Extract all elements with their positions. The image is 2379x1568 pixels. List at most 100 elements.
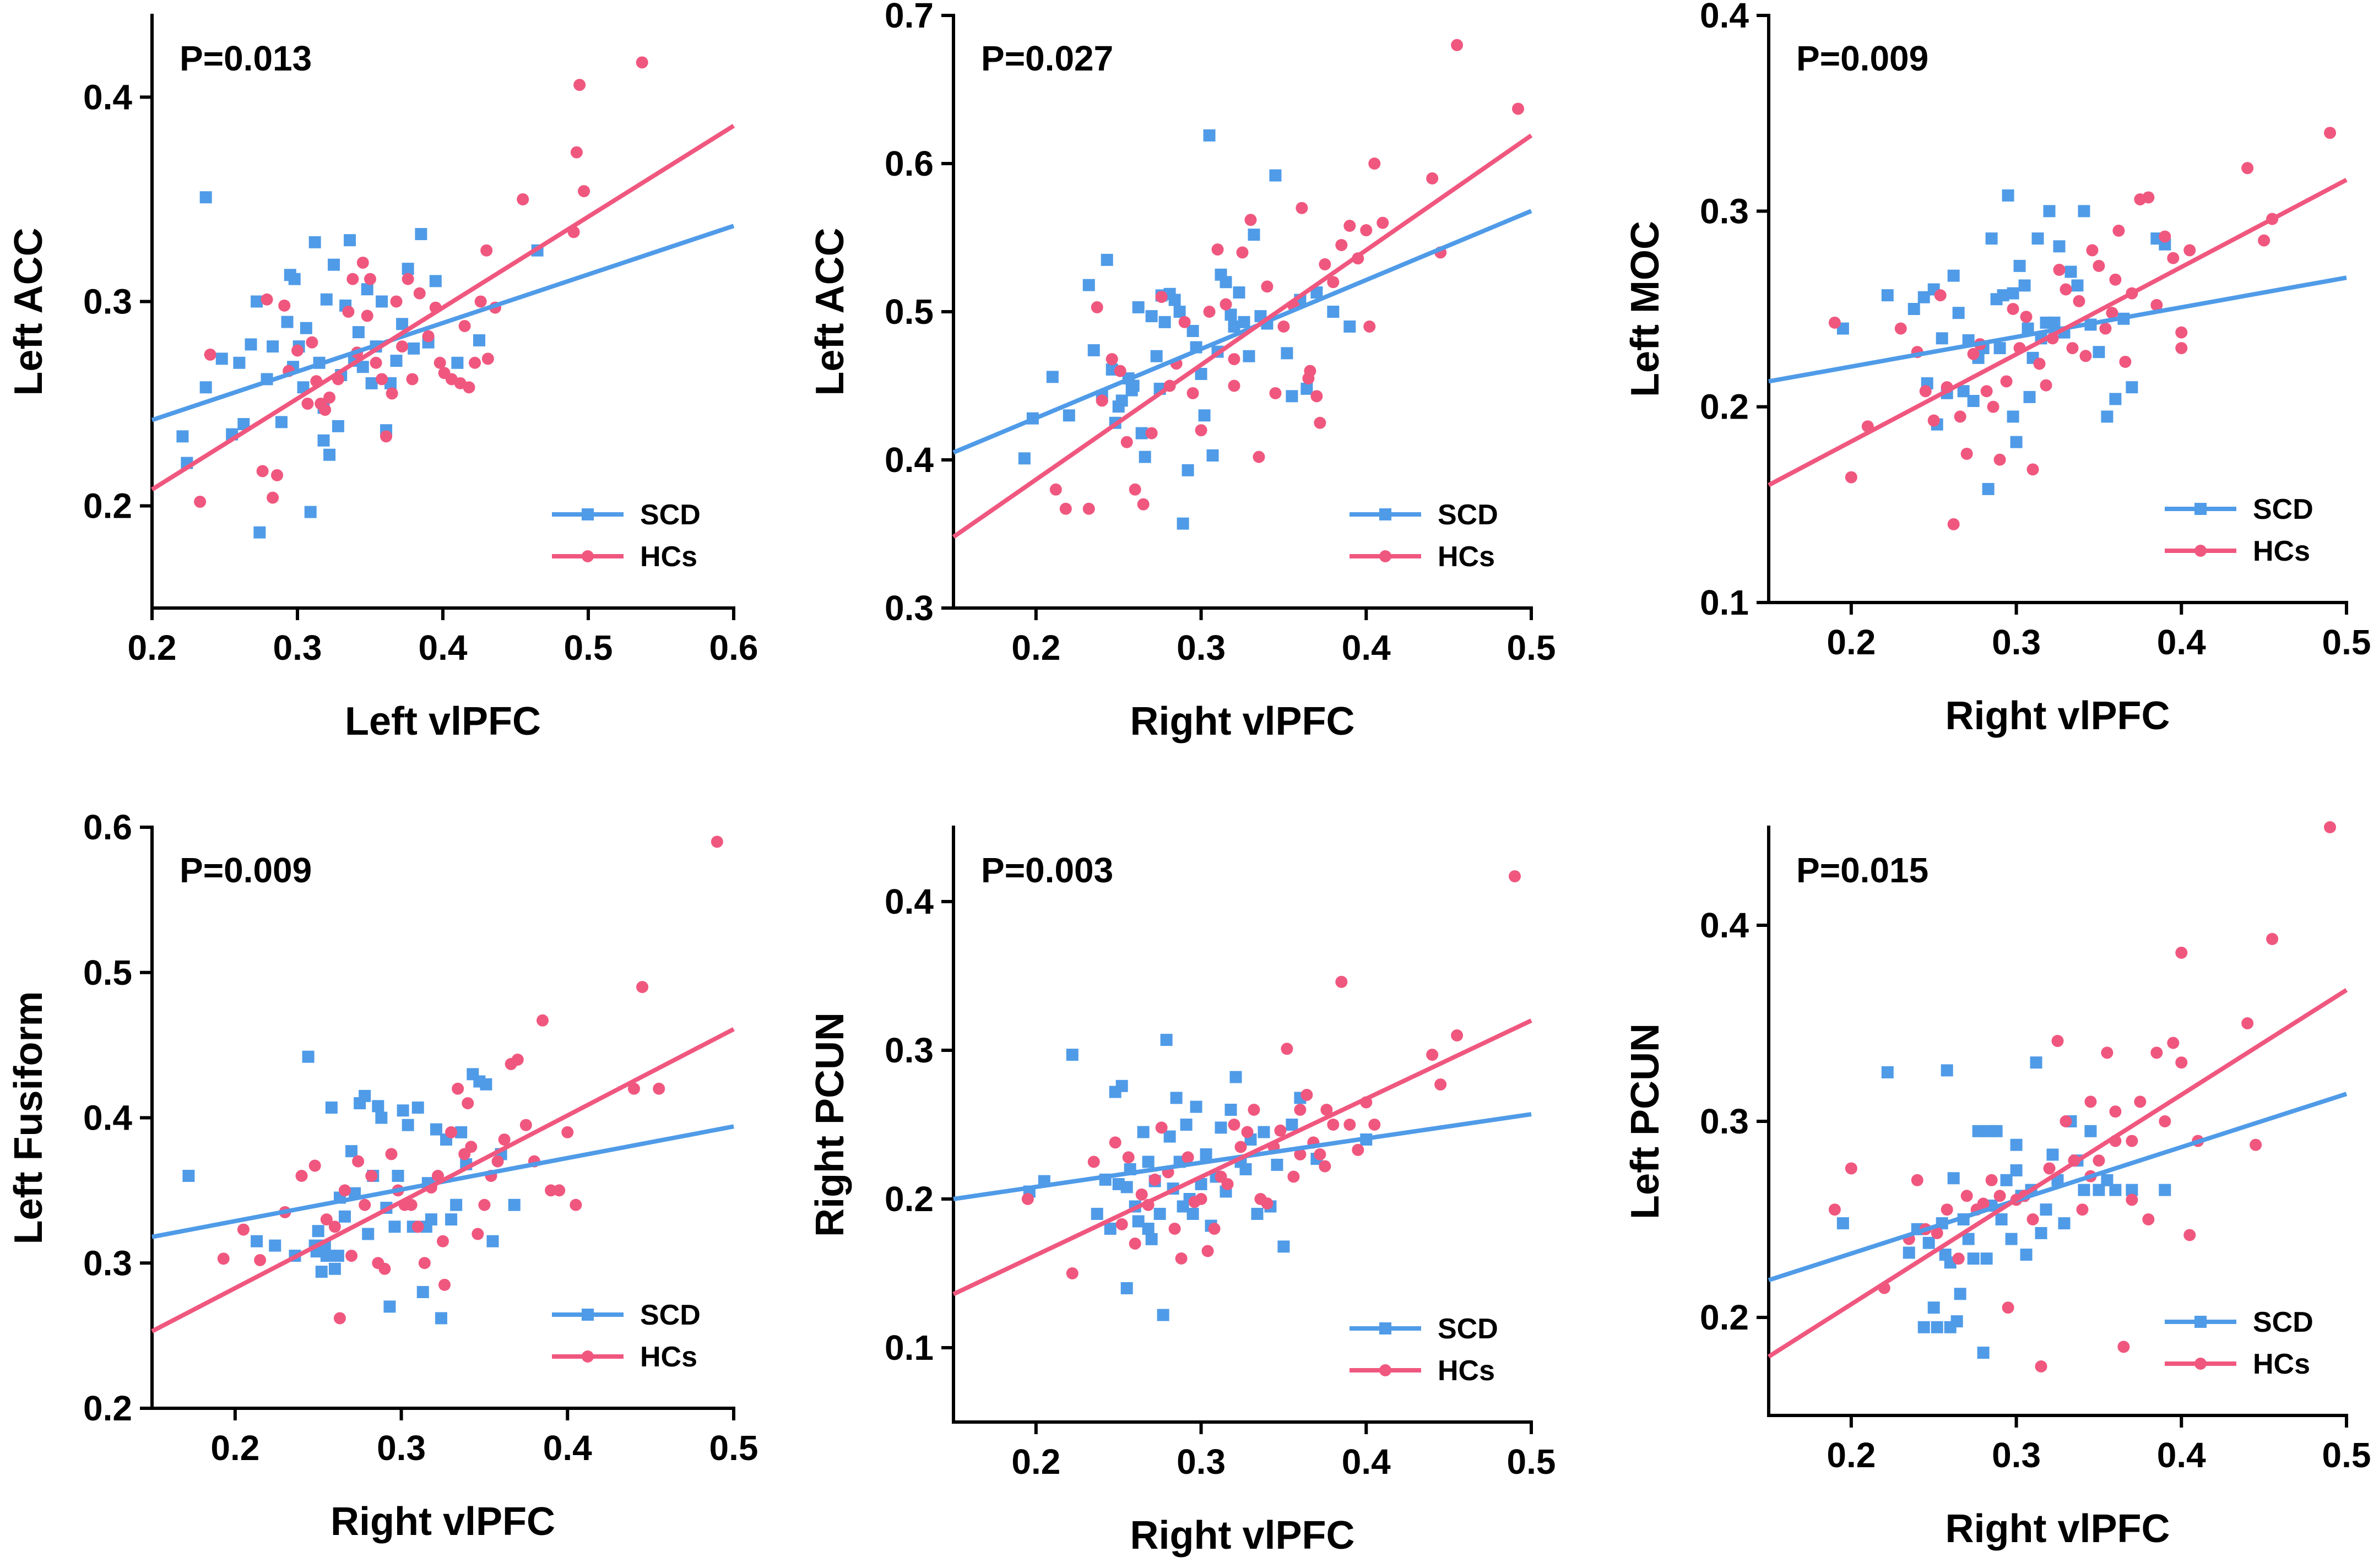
scd-point bbox=[1173, 306, 1186, 318]
scd-point bbox=[315, 1266, 328, 1278]
scd-point bbox=[215, 352, 228, 365]
scd-fit-line bbox=[1768, 1092, 2348, 1283]
scd-point bbox=[1127, 379, 1140, 392]
hcs-point bbox=[1352, 1143, 1364, 1156]
scd-point bbox=[1224, 1104, 1237, 1116]
scd-point bbox=[320, 293, 333, 306]
hcs-point bbox=[359, 1198, 371, 1211]
hcs-point bbox=[2112, 224, 2125, 237]
x-tick-label: 0.5 bbox=[2322, 622, 2371, 662]
scd-point bbox=[1220, 276, 1232, 289]
scd-point bbox=[1198, 409, 1211, 422]
scd-point bbox=[388, 1220, 401, 1233]
hcs-point bbox=[636, 981, 649, 994]
scd-point bbox=[1168, 294, 1181, 306]
x-axis-title: Right vlPFC bbox=[1946, 1507, 2170, 1551]
scd-point bbox=[1186, 324, 1199, 337]
scd-point bbox=[415, 228, 427, 241]
hcs-point bbox=[2002, 1301, 2014, 1314]
scd-point bbox=[1997, 289, 2009, 302]
hcs-point bbox=[1137, 498, 1150, 511]
y-tick-label: 0.2 bbox=[83, 1388, 132, 1428]
scd-point bbox=[304, 506, 317, 518]
hcs-point bbox=[2099, 322, 2112, 335]
hcs-point bbox=[1135, 1188, 1148, 1201]
scd-point bbox=[199, 191, 212, 204]
y-axis-title: Left ACC bbox=[808, 227, 852, 395]
hcs-point bbox=[1155, 291, 1168, 303]
hcs-point bbox=[2150, 1046, 2163, 1059]
hcs-point bbox=[1049, 483, 1062, 496]
scd-point bbox=[1115, 394, 1128, 407]
x-axis-title: Right vlPFC bbox=[1946, 694, 2170, 738]
scd-point bbox=[408, 342, 420, 355]
scd-point bbox=[435, 1312, 447, 1325]
series-scd bbox=[176, 191, 544, 539]
hcs-point bbox=[1941, 1203, 1953, 1216]
hcs-point bbox=[2076, 1203, 2089, 1216]
scd-point bbox=[1195, 367, 1207, 380]
x-tick-label: 0.2 bbox=[210, 1428, 259, 1468]
scd-point bbox=[251, 295, 263, 308]
scd-point bbox=[2159, 1184, 2171, 1196]
hcs-point bbox=[1343, 1119, 1356, 1131]
hcs-point bbox=[365, 1170, 378, 1182]
scd-point bbox=[451, 356, 464, 369]
legend-entry-hcs: HCs bbox=[552, 1341, 697, 1373]
scd-point bbox=[365, 377, 378, 389]
scd-point bbox=[1132, 1215, 1145, 1228]
legend-label: HCs bbox=[1438, 1355, 1495, 1387]
scd-point bbox=[1180, 1119, 1193, 1131]
scd-point bbox=[312, 1225, 324, 1238]
hcs-point bbox=[1980, 385, 1993, 398]
hcs-point bbox=[2093, 259, 2105, 272]
hcs-point bbox=[2079, 350, 2092, 362]
x-tick-label: 0.2 bbox=[1011, 1442, 1060, 1482]
scd-point bbox=[300, 322, 312, 334]
scd-point bbox=[1206, 449, 1219, 462]
scd-point bbox=[1115, 1079, 1128, 1092]
hcs-point bbox=[2167, 252, 2180, 264]
hcs-point bbox=[1253, 451, 1265, 463]
scd-point bbox=[332, 1250, 344, 1262]
hcs-point bbox=[380, 430, 393, 443]
hcs-point bbox=[418, 1257, 431, 1269]
scd-point bbox=[2071, 279, 2084, 292]
hcs-point bbox=[2117, 1341, 2130, 1353]
hcs-point bbox=[2258, 234, 2270, 247]
hcs-point bbox=[295, 1170, 308, 1182]
scd-point bbox=[2078, 205, 2090, 218]
hcs-point bbox=[445, 1126, 458, 1138]
scd-point bbox=[233, 356, 246, 369]
hcs-point bbox=[2142, 191, 2155, 204]
hcs-point bbox=[338, 1184, 351, 1197]
hcs-point bbox=[438, 1278, 451, 1291]
x-tick-label: 0.6 bbox=[709, 628, 758, 668]
hcs-point bbox=[2051, 1035, 2064, 1048]
scd-point bbox=[317, 434, 330, 447]
hcs-point bbox=[308, 1159, 321, 1172]
x-tick-label: 0.3 bbox=[1992, 622, 2041, 662]
y-tick-label: 0.3 bbox=[1700, 1102, 1749, 1141]
scd-point bbox=[1941, 1064, 1953, 1077]
x-tick-label: 0.5 bbox=[709, 1428, 758, 1468]
hcs-point bbox=[1368, 1119, 1381, 1131]
y-axis-title: Right PCUN bbox=[808, 1012, 852, 1237]
legend-entry-scd: SCD bbox=[552, 1299, 701, 1331]
hcs-fit-line bbox=[952, 133, 1533, 539]
hcs-point bbox=[1987, 400, 1999, 413]
hcs-point bbox=[1952, 1252, 1965, 1265]
scd-point bbox=[2002, 189, 2014, 202]
legend-label: SCD bbox=[640, 499, 701, 531]
hcs-point bbox=[2175, 1056, 2188, 1069]
hcs-point bbox=[491, 1155, 504, 1168]
scd-point bbox=[372, 1100, 384, 1113]
scd-point bbox=[2046, 1148, 2059, 1161]
scd-point bbox=[269, 1239, 281, 1252]
scd-point bbox=[1132, 301, 1145, 313]
hcs-point bbox=[237, 1223, 250, 1236]
scd-point bbox=[328, 1262, 341, 1275]
scd-point bbox=[1967, 1252, 1980, 1265]
scd-point bbox=[1954, 1288, 1966, 1300]
scd-point bbox=[1082, 279, 1095, 291]
